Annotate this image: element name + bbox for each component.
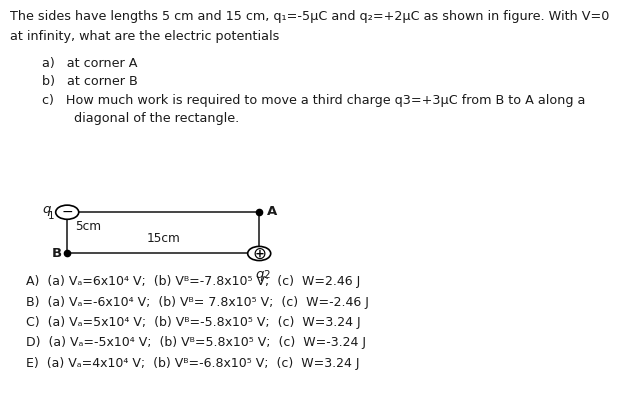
Circle shape — [248, 246, 271, 261]
Text: 15cm: 15cm — [147, 232, 180, 245]
Text: a)   at corner A: a) at corner A — [42, 57, 137, 70]
Text: A)  (a) Vₐ=6x10⁴ V;  (b) Vᴮ=-7.8x10⁵ V;  (c)  W=2.46 J: A) (a) Vₐ=6x10⁴ V; (b) Vᴮ=-7.8x10⁵ V; (c… — [26, 275, 360, 288]
Text: b)   at corner B: b) at corner B — [42, 75, 138, 88]
Text: E)  (a) Vₐ=4x10⁴ V;  (b) Vᴮ=-6.8x10⁵ V;  (c)  W=3.24 J: E) (a) Vₐ=4x10⁴ V; (b) Vᴮ=-6.8x10⁵ V; (c… — [26, 357, 359, 370]
Text: ⊕: ⊕ — [252, 244, 266, 263]
Text: c)   How much work is required to move a third charge q3=+3μC from B to A along : c) How much work is required to move a t… — [42, 94, 585, 107]
Text: B: B — [52, 247, 62, 260]
Text: −: − — [61, 205, 73, 219]
Text: C)  (a) Vₐ=5x10⁴ V;  (b) Vᴮ=-5.8x10⁵ V;  (c)  W=3.24 J: C) (a) Vₐ=5x10⁴ V; (b) Vᴮ=-5.8x10⁵ V; (c… — [26, 316, 360, 329]
Text: A: A — [267, 204, 277, 218]
Text: 2: 2 — [264, 270, 270, 280]
Text: q: q — [255, 268, 264, 281]
Text: q: q — [42, 202, 51, 216]
Text: 5cm: 5cm — [75, 220, 101, 233]
Text: The sides have lengths 5 cm and 15 cm, q₁=-5μC and q₂=+2μC as shown in figure. W: The sides have lengths 5 cm and 15 cm, q… — [10, 10, 609, 23]
Text: diagonal of the rectangle.: diagonal of the rectangle. — [42, 112, 239, 125]
Circle shape — [56, 205, 79, 219]
Text: at infinity, what are the electric potentials: at infinity, what are the electric poten… — [10, 30, 279, 43]
Text: 1: 1 — [48, 211, 54, 221]
Text: D)  (a) Vₐ=-5x10⁴ V;  (b) Vᴮ=5.8x10⁵ V;  (c)  W=-3.24 J: D) (a) Vₐ=-5x10⁴ V; (b) Vᴮ=5.8x10⁵ V; (c… — [26, 336, 365, 349]
Text: B)  (a) Vₐ=-6x10⁴ V;  (b) Vᴮ= 7.8x10⁵ V;  (c)  W=-2.46 J: B) (a) Vₐ=-6x10⁴ V; (b) Vᴮ= 7.8x10⁵ V; (… — [26, 296, 369, 309]
